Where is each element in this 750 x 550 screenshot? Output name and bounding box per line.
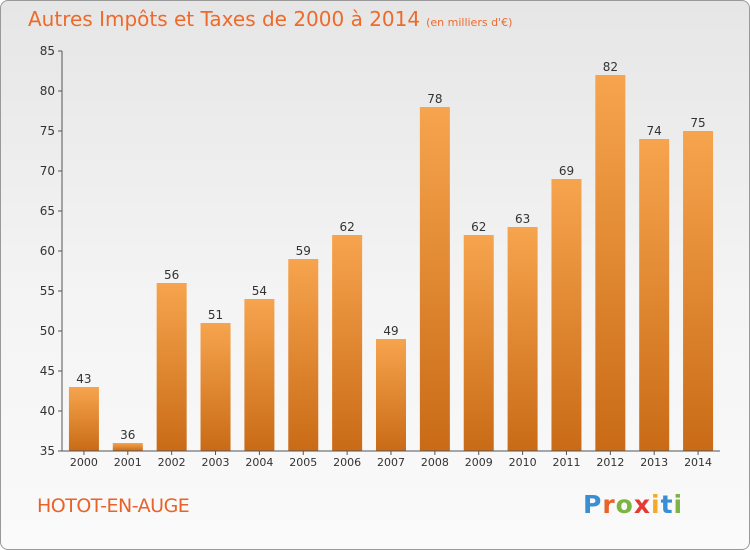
data-label-2012: 82 xyxy=(603,60,618,74)
bar-2011 xyxy=(551,179,582,451)
x-tick-label-2002: 2002 xyxy=(158,456,186,469)
bar-2004 xyxy=(244,299,275,451)
y-tick-label-80: 80 xyxy=(40,84,55,98)
data-label-2001: 36 xyxy=(120,428,135,442)
bar-2010 xyxy=(507,227,538,451)
bars-layer: 43 36 56 51 54 59 62 49 78 62 63 69 82 74 75 xyxy=(68,60,714,451)
x-tick-label-2009: 2009 xyxy=(465,456,493,469)
x-tick-label-2013: 2013 xyxy=(640,456,668,469)
x-tick-label-2012: 2012 xyxy=(596,456,624,469)
logo-letter: t xyxy=(660,490,674,519)
y-tick-label-40: 40 xyxy=(40,404,55,418)
data-label-2013: 74 xyxy=(647,124,662,138)
proxiti-logo: Proxiti xyxy=(583,490,683,519)
chart-unit: (en milliers d'€) xyxy=(426,16,513,29)
y-tick-label-85: 85 xyxy=(40,44,55,58)
x-tick-label-2000: 2000 xyxy=(70,456,98,469)
x-tick-label-2008: 2008 xyxy=(421,456,449,469)
y-tick-label-45: 45 xyxy=(40,364,55,378)
logo-letter: i xyxy=(651,490,661,519)
logo-letter: i xyxy=(673,490,684,519)
x-tick-label-2006: 2006 xyxy=(333,456,361,469)
logo-letter: x xyxy=(633,490,651,519)
bar-2003 xyxy=(200,323,231,451)
x-tick-label-2003: 2003 xyxy=(202,456,230,469)
bar-2007 xyxy=(376,339,406,451)
bar-2008 xyxy=(419,107,450,451)
data-label-2004: 54 xyxy=(252,284,267,298)
data-label-2006: 62 xyxy=(339,220,354,234)
y-tick-label-65: 65 xyxy=(40,204,55,218)
y-tick-label-60: 60 xyxy=(40,244,55,258)
data-label-2003: 51 xyxy=(208,308,223,322)
data-label-2005: 59 xyxy=(296,244,311,258)
data-label-2008: 78 xyxy=(427,92,442,106)
x-tick-label-2007: 2007 xyxy=(377,456,405,469)
bar-2005 xyxy=(288,259,319,451)
bar-2013 xyxy=(639,139,670,451)
data-label-2002: 56 xyxy=(164,268,179,282)
bar-2012 xyxy=(595,75,626,451)
axis-layer: 2000 2001 2002 2003 2004 2005 2006 2007 2008 2009… xyxy=(40,44,720,469)
data-label-2010: 63 xyxy=(515,212,530,226)
x-tick-label-2010: 2010 xyxy=(509,456,537,469)
y-tick-label-50: 50 xyxy=(40,324,55,338)
logo-letter: r xyxy=(602,490,616,519)
x-tick-label-2014: 2014 xyxy=(684,456,712,469)
x-tick-label-2011: 2011 xyxy=(552,456,580,469)
commune-name: HOTOT-EN-AUGE xyxy=(37,495,190,517)
logo-letter: o xyxy=(615,490,634,519)
logo-letter: P xyxy=(583,490,603,519)
x-tick-label-2005: 2005 xyxy=(289,456,317,469)
bar-2002 xyxy=(156,283,187,451)
bar-2014 xyxy=(683,131,714,451)
x-tick-label-2001: 2001 xyxy=(114,456,142,469)
chart-title: Autres Impôts et Taxes de 2000 à 2014 xyxy=(28,7,421,31)
y-tick-label-55: 55 xyxy=(40,284,55,298)
y-tick-label-75: 75 xyxy=(40,124,55,138)
y-tick-label-70: 70 xyxy=(40,164,55,178)
x-tick-label-2004: 2004 xyxy=(245,456,273,469)
data-label-2000: 43 xyxy=(76,372,91,386)
bar-2001 xyxy=(112,443,143,451)
data-label-2014: 75 xyxy=(690,116,705,130)
data-label-2009: 62 xyxy=(471,220,486,234)
bar-2009 xyxy=(463,235,494,451)
bar-2000 xyxy=(68,387,99,451)
data-label-2011: 69 xyxy=(559,164,574,178)
bar-2006 xyxy=(332,235,363,451)
chart-title-row: Autres Impôts et Taxes de 2000 à 2014 (en… xyxy=(28,7,512,31)
y-tick-label-35: 35 xyxy=(40,444,55,458)
data-label-2007: 49 xyxy=(383,324,398,338)
